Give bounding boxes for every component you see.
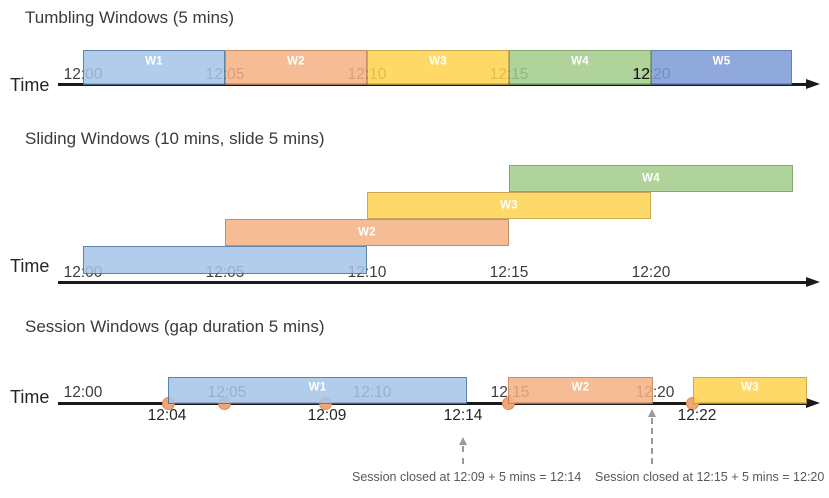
window-label-w3: W3 (429, 54, 447, 67)
time-axis-arrowhead (806, 277, 820, 287)
window-box-w3 (367, 192, 651, 219)
time-axis-line (58, 281, 807, 284)
window-label-w2: W2 (287, 54, 305, 67)
event-time-label-12-14: 12:14 (443, 407, 483, 424)
window-box-w3 (367, 50, 509, 85)
sliding-time-axis-label: Time (10, 256, 50, 276)
window-box-w2 (225, 50, 367, 85)
callout-arrowhead-2 (647, 409, 656, 417)
window-box-w4 (509, 165, 793, 192)
window-box-w1 (83, 50, 225, 85)
event-time-label-12-04: 12:04 (147, 407, 187, 424)
window-box-w2 (225, 219, 509, 246)
window-box-w2 (508, 377, 653, 404)
event-time-label-12-22: 12:22 (677, 407, 717, 424)
window-box-w1 (83, 246, 367, 274)
tick-overlay-1: 12 (632, 66, 650, 83)
session-title: Session Windows (gap duration 5 mins) (25, 317, 325, 336)
session-closed-annotation-1: Session closed at 12:09 + 5 mins = 12:14 (352, 470, 582, 484)
event-time-label-12-09: 12:09 (307, 407, 347, 424)
window-box-w5 (651, 50, 792, 85)
window-label-w5: W5 (712, 54, 731, 67)
session-closed-annotation-2: Session closed at 12:15 + 5 mins = 12:20 (595, 470, 825, 484)
tumbling-time-axis-label: Time (10, 75, 50, 95)
window-box-w3 (693, 377, 807, 404)
window-label-w4: W4 (642, 171, 660, 184)
window-label-w2: W2 (571, 380, 590, 393)
tick-12-00: 12:00 (63, 384, 103, 401)
time-axis-arrowhead (806, 398, 820, 408)
tick-12-20: 12:20 (631, 264, 671, 281)
callout-arrow-shaft-2 (651, 418, 653, 464)
window-box-w4 (509, 50, 651, 85)
window-label-w3: W3 (741, 380, 759, 393)
time-axis-arrowhead (806, 79, 820, 89)
tick-12-15: 12:15 (489, 264, 529, 281)
window-box-w1 (168, 377, 467, 404)
tumbling-title: Tumbling Windows (5 mins) (25, 8, 235, 27)
session-time-axis-label: Time (10, 387, 50, 407)
window-label-w3: W3 (500, 198, 518, 211)
callout-arrowhead-1 (458, 437, 467, 445)
window-label-w1: W1 (308, 380, 327, 393)
window-label-w4: W4 (571, 54, 589, 67)
callout-arrow-shaft-1 (462, 446, 464, 464)
window-label-w1: W1 (145, 54, 163, 67)
window-label-w2: W2 (358, 225, 376, 238)
sliding-title: Sliding Windows (10 mins, slide 5 mins) (25, 129, 325, 148)
